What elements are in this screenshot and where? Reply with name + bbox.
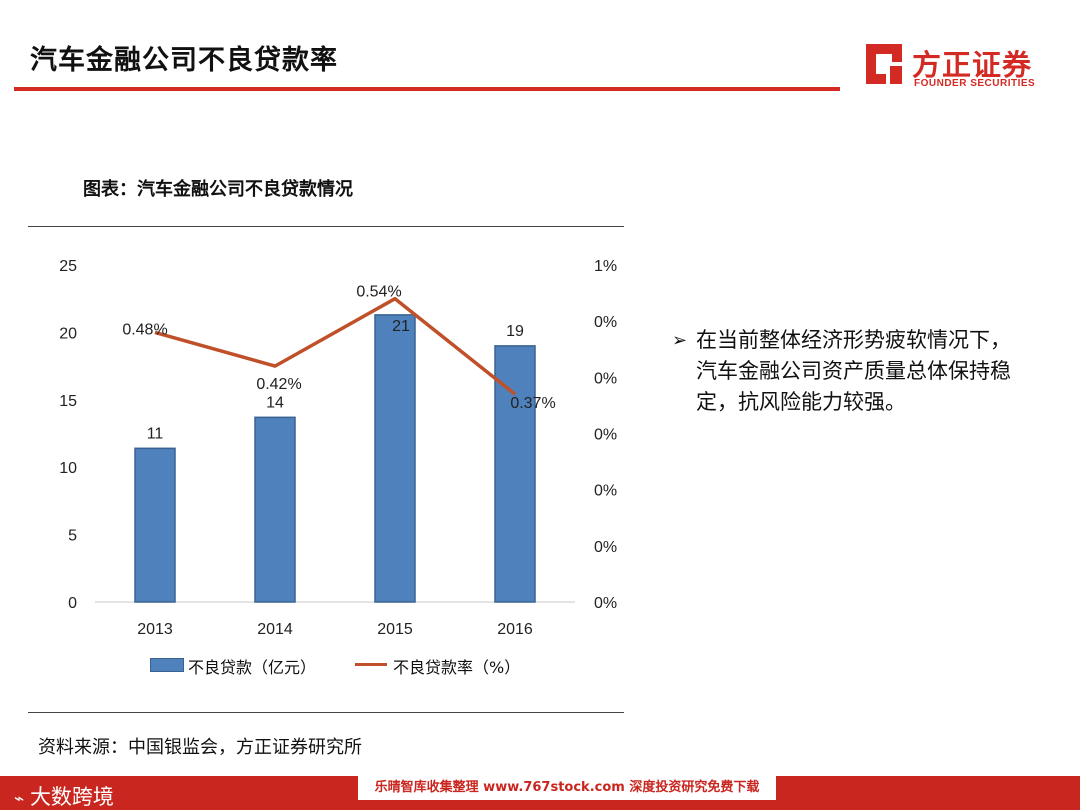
footer-band: ⌁ 大数跨境 乐晴智库收集整理 www.767stock.com 深度投资研究免… bbox=[0, 776, 1080, 810]
y-right-tick-label: 0% bbox=[594, 427, 617, 444]
footer-brand-label: 大数跨境 bbox=[29, 785, 114, 809]
footer-brand-icon: ⌁ bbox=[14, 789, 24, 809]
bar-npl-amount bbox=[374, 314, 416, 603]
bar-npl-amount bbox=[254, 416, 296, 603]
y-left-tick-label: 20 bbox=[59, 325, 77, 342]
legend-swatch-line bbox=[355, 663, 387, 666]
legend-label-npl-ratio: 不良贷款率（%） bbox=[393, 658, 521, 677]
y-right-tick-label: 0% bbox=[594, 314, 617, 331]
y-left-tick-label: 5 bbox=[68, 528, 77, 545]
bar-npl-amount bbox=[134, 447, 176, 603]
arrow-bullet-icon: ➢ bbox=[672, 330, 688, 351]
commentary-text: 在当前整体经济形势疲软情况下，汽车金融公司资产质量总体保持稳定，抗风险能力较强。 bbox=[696, 328, 1011, 414]
founder-logo: 方正证券 FOUNDER SECURITIES bbox=[862, 40, 1052, 92]
line-data-label: 0.37% bbox=[510, 395, 555, 412]
page-title: 汽车金融公司不良贷款率 bbox=[30, 45, 338, 76]
y-right-tick-label: 0% bbox=[594, 483, 617, 500]
bar-data-label: 19 bbox=[506, 323, 524, 340]
logo-text-en: FOUNDER SECURITIES bbox=[914, 78, 1036, 89]
footer-watermark: 乐晴智库收集整理 www.767stock.com 深度投资研究免费下载 bbox=[358, 776, 776, 800]
line-data-label: 0.42% bbox=[256, 376, 301, 393]
legend-label-npl-amount: 不良贷款（亿元） bbox=[188, 658, 317, 677]
legend-swatch-bar bbox=[150, 658, 184, 672]
line-data-label: 0.48% bbox=[122, 321, 167, 338]
chart-title: 图表：汽车金融公司不良贷款情况 bbox=[83, 179, 353, 200]
y-right-tick-label: 1% bbox=[594, 258, 617, 275]
bar-data-label: 14 bbox=[266, 394, 284, 411]
source-note: 资料来源：中国银监会，方正证券研究所 bbox=[38, 737, 362, 758]
bar-npl-amount bbox=[494, 345, 536, 603]
chart-bottom-rule bbox=[28, 712, 624, 713]
x-tick-label: 2014 bbox=[257, 621, 293, 638]
y-right-tick-label: 0% bbox=[594, 370, 617, 387]
footer-brand: ⌁ 大数跨境 bbox=[14, 781, 114, 811]
line-data-label: 0.54% bbox=[356, 284, 401, 301]
x-tick-label: 2015 bbox=[377, 621, 413, 638]
y-right-tick-label: 0% bbox=[594, 595, 617, 612]
y-left-tick-label: 0 bbox=[68, 595, 77, 612]
y-left-tick-label: 15 bbox=[59, 393, 77, 410]
x-tick-label: 2016 bbox=[497, 621, 533, 638]
x-tick-label: 2013 bbox=[137, 621, 173, 638]
npl-chart: 0 5 10 15 20 25 0% 0% 0% 0% 0% 0% 1% 2013 2014 2015 2016… bbox=[59, 258, 617, 638]
y-left-tick-label: 25 bbox=[59, 258, 77, 275]
y-left-tick-label: 10 bbox=[59, 460, 77, 477]
line-npl-ratio bbox=[154, 296, 517, 396]
title-divider bbox=[14, 87, 840, 91]
chart-top-rule bbox=[28, 226, 624, 227]
y-right-tick-label: 0% bbox=[594, 539, 617, 556]
logo-text-cn: 方正证券 bbox=[912, 48, 1033, 82]
bar-data-label: 11 bbox=[147, 425, 164, 442]
founder-logo-icon bbox=[866, 44, 902, 84]
bar-data-label: 21 bbox=[392, 318, 410, 335]
